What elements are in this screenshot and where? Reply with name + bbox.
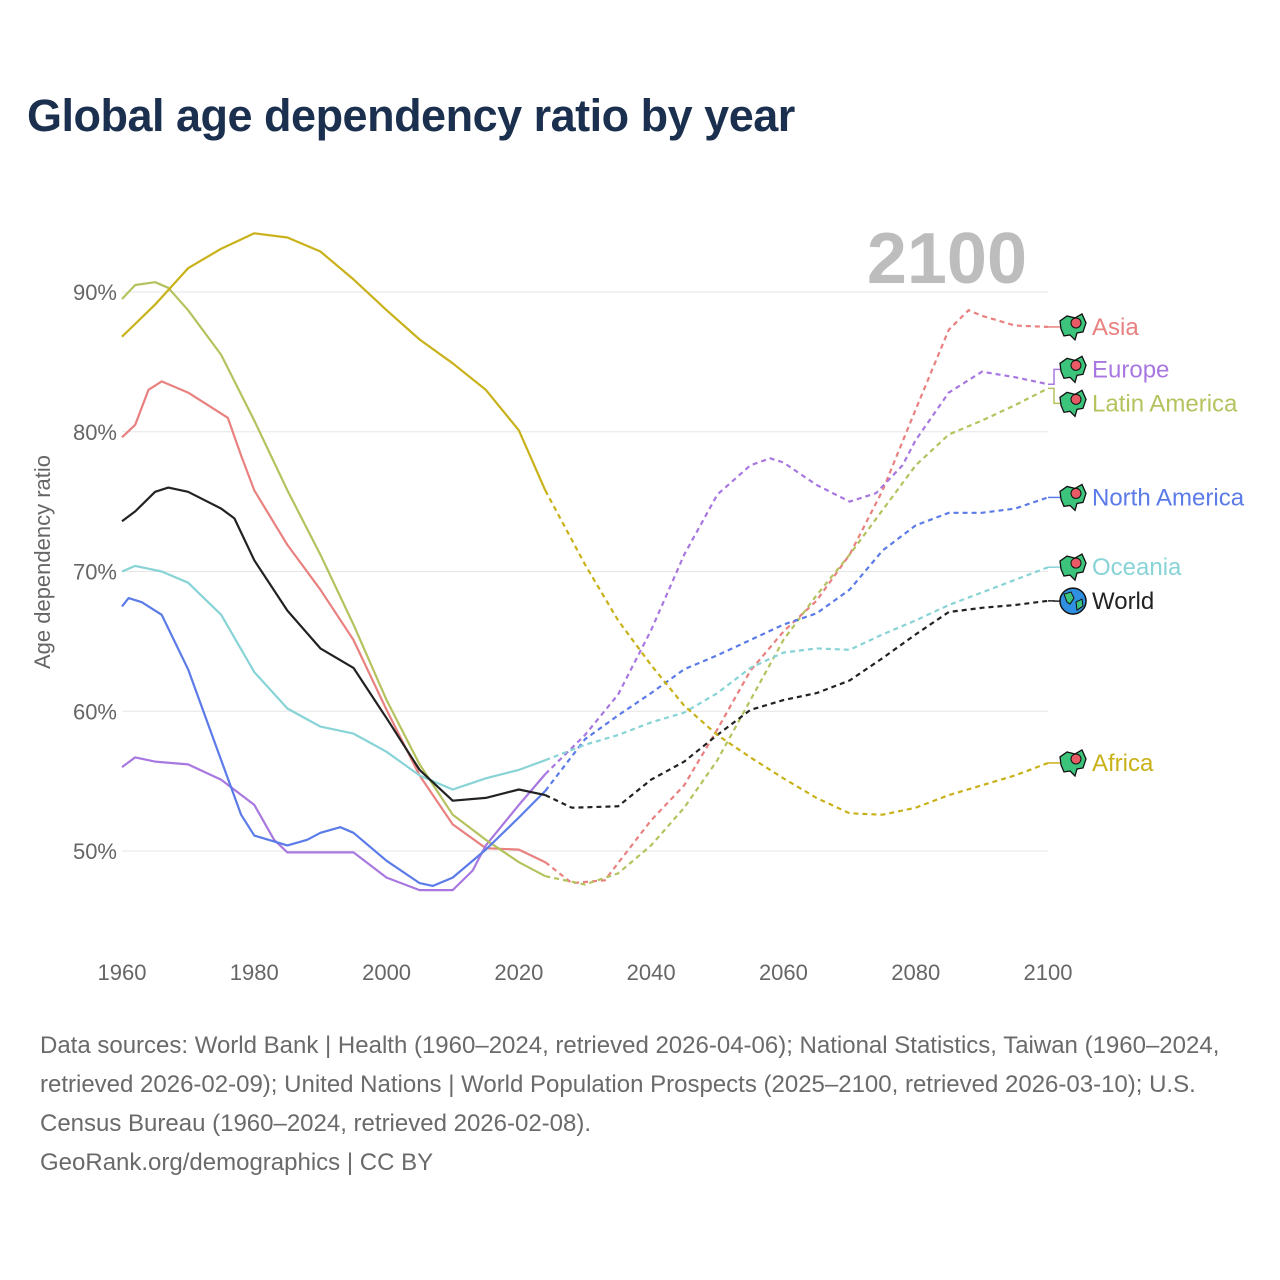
x-axis-ticks: 1960 1980 2000 2020 2040 2060 2080 2100: [98, 960, 1073, 985]
latin-america-map-pin-icon: [1059, 389, 1087, 418]
series-line-africa-historical: [121, 232, 547, 491]
series-labels: Asia Europe Latin America North America Ocea…: [1048, 313, 1245, 778]
series-line-latin-america-historical: [121, 281, 546, 878]
series-label-oceania: Oceania: [1092, 554, 1182, 581]
series-line-europe-historical: [121, 756, 547, 892]
asia-map-pin-icon: [1059, 313, 1087, 342]
series-line-africa-projection: [544, 489, 1049, 816]
y-tick-label: 50%: [73, 839, 117, 864]
y-tick-label: 60%: [73, 699, 117, 724]
x-tick-label: 2040: [627, 960, 676, 985]
series-line-world-historical: [121, 486, 546, 802]
chart-title: Global age dependency ratio by year: [27, 90, 795, 141]
oceania-map-pin-icon: [1059, 553, 1087, 582]
map-pin: [1070, 753, 1082, 765]
x-tick-label: 2100: [1024, 960, 1073, 985]
gridlines: [122, 291, 1048, 852]
x-tick-label: 2060: [759, 960, 808, 985]
europe-map-pin-icon: [1059, 355, 1087, 384]
current-year-label: 2100: [867, 219, 1027, 299]
y-tick-label: 70%: [73, 560, 117, 585]
series-line-latin-america-projection: [545, 387, 1049, 886]
series-label-africa: Africa: [1092, 750, 1154, 777]
series-label-latin-america: Latin America: [1092, 390, 1238, 417]
north-america-map-pin-icon: [1059, 483, 1087, 512]
x-tick-label: 1960: [98, 960, 147, 985]
map-pin: [1070, 393, 1082, 405]
x-tick-label: 2000: [362, 960, 411, 985]
map-pin: [1070, 359, 1082, 371]
map-pin: [1070, 557, 1082, 569]
series-label-asia: Asia: [1092, 314, 1139, 341]
data-sources: Data sources: World Bank | Health (1960–…: [40, 1032, 1220, 1137]
footer: Data sources: World Bank | Health (1960–…: [40, 1026, 1250, 1182]
africa-map-pin-icon: [1059, 749, 1087, 778]
series-label-north-america: North America: [1092, 484, 1245, 511]
y-axis-ticks: 50% 60% 70% 80% 90%: [73, 280, 117, 864]
label-connector-latin-america: [1048, 387, 1060, 405]
series-line-asia-projection: [544, 308, 1049, 885]
series-label-europe: Europe: [1092, 356, 1169, 383]
series-label-world: World: [1092, 588, 1154, 615]
series-line-north-america-historical: [121, 596, 547, 888]
globe-land: [1063, 591, 1084, 611]
label-connector-europe: [1048, 368, 1060, 385]
y-tick-label: 90%: [73, 280, 117, 305]
series-line-asia-historical: [121, 380, 546, 864]
x-tick-label: 2080: [891, 960, 940, 985]
y-tick-label: 80%: [73, 420, 117, 445]
credit-link[interactable]: GeoRank.org/demographics | CC BY: [40, 1149, 434, 1176]
x-tick-label: 2020: [494, 960, 543, 985]
series-line-world-projection: [544, 599, 1049, 809]
globe-icon: [1059, 587, 1087, 615]
series-line-north-america-projection: [544, 496, 1049, 792]
map-pin: [1070, 317, 1082, 329]
x-tick-label: 1980: [230, 960, 279, 985]
series-line-oceania-projection: [544, 566, 1049, 762]
series-line-oceania-historical: [121, 564, 546, 791]
y-axis-label: Age dependency ratio: [30, 455, 55, 669]
map-pin: [1070, 487, 1082, 499]
series-lines: [121, 232, 1049, 892]
